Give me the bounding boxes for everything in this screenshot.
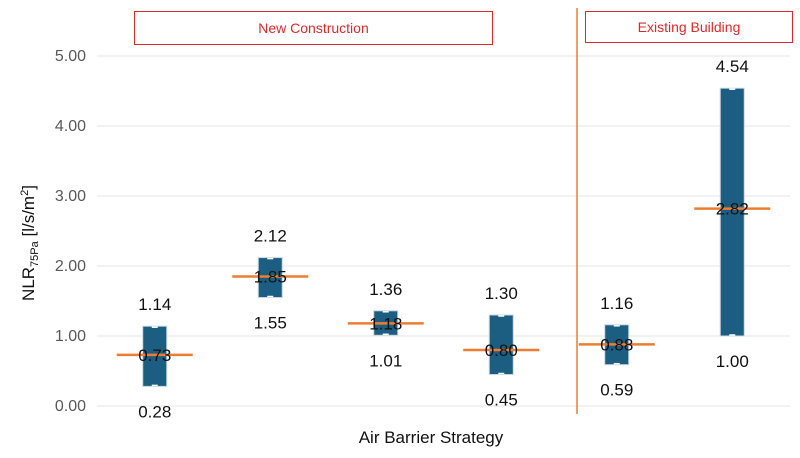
max-label-5: 4.54 <box>716 57 749 76</box>
min-label-2: 1.01 <box>369 351 402 370</box>
max-label-2: 1.36 <box>369 280 402 299</box>
group-label-new-construction: New Construction <box>134 11 493 45</box>
y-tick-label: 1.00 <box>55 328 86 345</box>
median-label-5: 2.82 <box>716 200 749 219</box>
max-label-4: 1.16 <box>600 294 633 313</box>
box-series <box>116 87 771 387</box>
y-tick-label: 0.00 <box>55 398 86 415</box>
box-5 <box>719 87 745 337</box>
y-axis-title-subscript: 75Pa <box>29 240 41 267</box>
y-axis-title-main: NLR <box>19 267 38 301</box>
box-3 <box>488 314 514 375</box>
y-axis-title-exponent: 2 <box>19 190 31 196</box>
min-label-1: 1.55 <box>254 314 287 333</box>
max-label-0: 1.14 <box>138 295 171 314</box>
y-tick-label: 4.00 <box>55 118 86 135</box>
min-label-0: 0.28 <box>138 402 171 421</box>
gridlines <box>97 55 790 407</box>
box-0 <box>142 325 168 387</box>
min-label-3: 0.45 <box>485 391 518 410</box>
y-axis-title: NLR75Pa [l/s/m2] <box>19 185 41 301</box>
max-label-3: 1.30 <box>485 284 518 303</box>
min-label-5: 1.00 <box>716 352 749 371</box>
median-label-0: 0.73 <box>138 346 171 365</box>
y-axis-title-unit: [l/s/m <box>19 196 38 241</box>
y-axis-ticks: 0.00 1.00 2.00 3.00 4.00 5.00 <box>55 48 86 415</box>
x-axis-title: Air Barrier Strategy <box>359 428 504 447</box>
group-label-existing-building: Existing Building <box>585 11 793 43</box>
data-labels: 1.14 0.73 0.28 2.12 1.85 1.55 1.36 1.18 1.01 1.30… <box>138 57 749 421</box>
median-label-1: 1.85 <box>254 268 287 287</box>
y-axis-title-close: ] <box>19 185 38 190</box>
y-tick-label: 5.00 <box>55 48 86 65</box>
median-label-3: 0.80 <box>485 341 518 360</box>
y-tick-label: 3.00 <box>55 188 86 205</box>
max-label-1: 2.12 <box>254 227 287 246</box>
min-label-4: 0.59 <box>600 381 633 400</box>
median-label-2: 1.18 <box>369 314 402 333</box>
median-label-4: 0.88 <box>600 335 633 354</box>
y-tick-label: 2.00 <box>55 258 86 275</box>
